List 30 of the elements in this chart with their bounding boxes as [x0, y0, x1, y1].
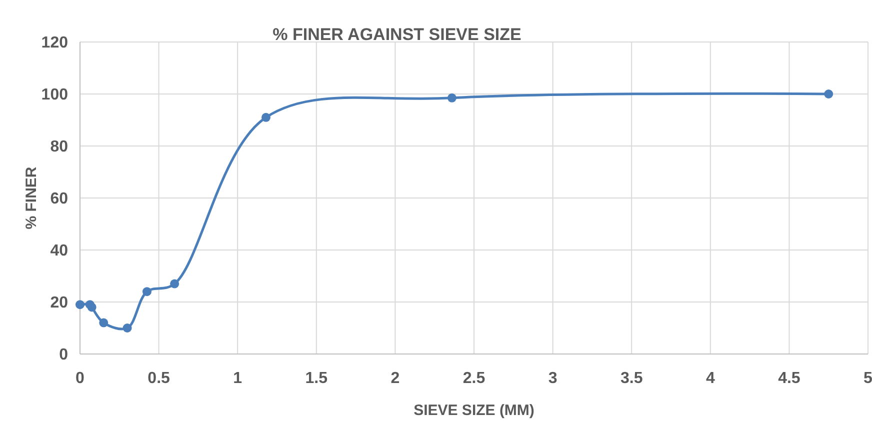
point: [87, 302, 96, 312]
y-tick-label: 40: [50, 242, 68, 260]
x-tick-label: 5: [864, 370, 872, 387]
point: [447, 93, 456, 102]
point: [261, 112, 270, 122]
point: [142, 287, 152, 296]
point: [122, 324, 132, 332]
y-tick-label: 100: [41, 86, 68, 104]
x-axis-title: SIEVE SIZE (MM): [414, 402, 534, 419]
chart-title: % FINER AGAINST SIEVE SIZE: [272, 25, 522, 44]
y-tick-label: 20: [50, 294, 68, 312]
x-tick-label: 3.5: [620, 370, 643, 387]
x-tick-label: 3: [548, 370, 558, 387]
point: [824, 90, 834, 98]
y-axis-title: % FINER: [23, 166, 40, 230]
x-tick-label: 2.5: [462, 370, 486, 387]
x-tick-label: 1: [233, 370, 242, 387]
point: [99, 318, 108, 328]
point: [170, 279, 180, 288]
x-tick-label: 4: [706, 370, 715, 387]
point: [76, 300, 84, 310]
y-tick-label: 60: [50, 190, 68, 208]
y-tick-label: 80: [50, 138, 68, 156]
x-tick-label: 0: [76, 370, 85, 387]
x-tick-label: 4.5: [778, 370, 800, 387]
y-tick-label: 120: [41, 34, 68, 52]
y-tick-label: 0: [59, 346, 68, 364]
x-tick-label: 2: [390, 370, 400, 387]
x-tick-label: 1.5: [305, 370, 328, 387]
x-tick-label: 0.5: [148, 370, 170, 387]
